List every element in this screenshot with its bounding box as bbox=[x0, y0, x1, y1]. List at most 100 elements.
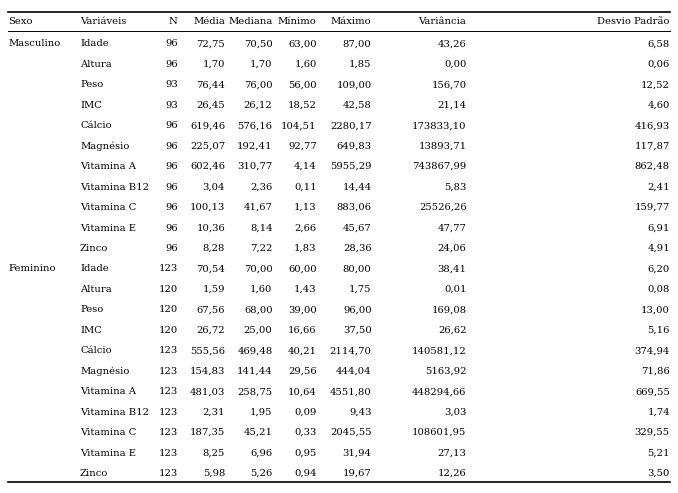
Text: 4551,80: 4551,80 bbox=[330, 387, 372, 396]
Text: 1,43: 1,43 bbox=[294, 285, 317, 294]
Text: 2114,70: 2114,70 bbox=[330, 346, 372, 355]
Text: 8,25: 8,25 bbox=[203, 449, 225, 458]
Text: 141,44: 141,44 bbox=[237, 367, 273, 376]
Text: Máximo: Máximo bbox=[331, 17, 372, 26]
Text: 258,75: 258,75 bbox=[237, 387, 273, 396]
Text: 108601,95: 108601,95 bbox=[412, 428, 466, 437]
Text: 862,48: 862,48 bbox=[635, 162, 670, 171]
Text: 416,93: 416,93 bbox=[635, 121, 670, 130]
Text: 92,77: 92,77 bbox=[288, 141, 317, 151]
Text: 123: 123 bbox=[159, 387, 178, 396]
Text: 12,26: 12,26 bbox=[438, 469, 466, 478]
Text: 67,56: 67,56 bbox=[197, 305, 225, 315]
Text: 120: 120 bbox=[159, 285, 178, 294]
Text: Mínimo: Mínimo bbox=[278, 17, 317, 26]
Text: 4,60: 4,60 bbox=[647, 101, 670, 110]
Text: 24,06: 24,06 bbox=[438, 244, 466, 253]
Text: Peso: Peso bbox=[80, 80, 103, 89]
Text: Altura: Altura bbox=[80, 285, 112, 294]
Text: 39,00: 39,00 bbox=[288, 305, 317, 315]
Text: 883,06: 883,06 bbox=[336, 203, 372, 212]
Text: 173833,10: 173833,10 bbox=[412, 121, 466, 130]
Text: 140581,12: 140581,12 bbox=[412, 346, 466, 355]
Text: 374,94: 374,94 bbox=[635, 346, 670, 355]
Text: 93: 93 bbox=[165, 101, 178, 110]
Text: 68,00: 68,00 bbox=[244, 305, 273, 315]
Text: 5,98: 5,98 bbox=[203, 469, 225, 478]
Text: 26,12: 26,12 bbox=[244, 101, 273, 110]
Text: 72,75: 72,75 bbox=[197, 39, 225, 48]
Text: 43,26: 43,26 bbox=[438, 39, 466, 48]
Text: 169,08: 169,08 bbox=[431, 305, 466, 315]
Text: 6,58: 6,58 bbox=[647, 39, 670, 48]
Text: 96: 96 bbox=[165, 244, 178, 253]
Text: 27,13: 27,13 bbox=[437, 449, 466, 458]
Text: 5,21: 5,21 bbox=[647, 449, 670, 458]
Text: 0,01: 0,01 bbox=[444, 285, 466, 294]
Text: 2,36: 2,36 bbox=[250, 182, 273, 192]
Text: 26,72: 26,72 bbox=[197, 326, 225, 335]
Text: 26,45: 26,45 bbox=[197, 101, 225, 110]
Text: 1,95: 1,95 bbox=[250, 408, 273, 417]
Text: 123: 123 bbox=[159, 264, 178, 274]
Text: 2,31: 2,31 bbox=[203, 408, 225, 417]
Text: 76,00: 76,00 bbox=[244, 80, 273, 89]
Text: 225,07: 225,07 bbox=[190, 141, 225, 151]
Text: 1,74: 1,74 bbox=[647, 408, 670, 417]
Text: 93: 93 bbox=[165, 80, 178, 89]
Text: 192,41: 192,41 bbox=[237, 141, 273, 151]
Text: Vitamina A: Vitamina A bbox=[80, 387, 136, 396]
Text: 743867,99: 743867,99 bbox=[412, 162, 466, 171]
Text: 3,50: 3,50 bbox=[647, 469, 670, 478]
Text: 96: 96 bbox=[165, 141, 178, 151]
Text: 117,87: 117,87 bbox=[635, 141, 670, 151]
Text: 1,83: 1,83 bbox=[294, 244, 317, 253]
Text: IMC: IMC bbox=[80, 101, 102, 110]
Text: 6,91: 6,91 bbox=[647, 223, 670, 233]
Text: 154,83: 154,83 bbox=[190, 367, 225, 376]
Text: 96,00: 96,00 bbox=[343, 305, 372, 315]
Text: Vitamina A: Vitamina A bbox=[80, 162, 136, 171]
Text: 2,41: 2,41 bbox=[647, 182, 670, 192]
Text: 555,56: 555,56 bbox=[190, 346, 225, 355]
Text: 109,00: 109,00 bbox=[336, 80, 372, 89]
Text: 71,86: 71,86 bbox=[641, 367, 670, 376]
Text: 8,28: 8,28 bbox=[203, 244, 225, 253]
Text: 1,75: 1,75 bbox=[349, 285, 372, 294]
Text: 96: 96 bbox=[165, 162, 178, 171]
Text: 56,00: 56,00 bbox=[288, 80, 317, 89]
Text: 96: 96 bbox=[165, 203, 178, 212]
Text: 448294,66: 448294,66 bbox=[412, 387, 466, 396]
Text: 3,04: 3,04 bbox=[203, 182, 225, 192]
Text: 47,77: 47,77 bbox=[437, 223, 466, 233]
Text: 87,00: 87,00 bbox=[343, 39, 372, 48]
Text: N: N bbox=[169, 17, 178, 26]
Text: 40,21: 40,21 bbox=[287, 346, 317, 355]
Text: Variância: Variância bbox=[418, 17, 466, 26]
Text: Vitamina B12: Vitamina B12 bbox=[80, 182, 149, 192]
Text: 2,66: 2,66 bbox=[294, 223, 317, 233]
Text: 104,51: 104,51 bbox=[281, 121, 317, 130]
Text: 0,95: 0,95 bbox=[294, 449, 317, 458]
Text: 8,14: 8,14 bbox=[250, 223, 273, 233]
Text: 45,67: 45,67 bbox=[343, 223, 372, 233]
Text: 6,20: 6,20 bbox=[647, 264, 670, 274]
Text: 7,22: 7,22 bbox=[250, 244, 273, 253]
Text: 60,00: 60,00 bbox=[288, 264, 317, 274]
Text: 6,96: 6,96 bbox=[250, 449, 273, 458]
Text: 25526,26: 25526,26 bbox=[419, 203, 466, 212]
Text: 159,77: 159,77 bbox=[635, 203, 670, 212]
Text: 5,26: 5,26 bbox=[250, 469, 273, 478]
Text: 2280,17: 2280,17 bbox=[330, 121, 372, 130]
Text: Magnésio: Magnésio bbox=[80, 141, 129, 151]
Text: 310,77: 310,77 bbox=[237, 162, 273, 171]
Text: 1,70: 1,70 bbox=[250, 60, 273, 69]
Text: 5,16: 5,16 bbox=[647, 326, 670, 335]
Text: 96: 96 bbox=[165, 223, 178, 233]
Text: Média: Média bbox=[193, 17, 225, 26]
Text: Vitamina C: Vitamina C bbox=[80, 203, 136, 212]
Text: 0,11: 0,11 bbox=[294, 182, 317, 192]
Text: 38,41: 38,41 bbox=[437, 264, 466, 274]
Text: 21,14: 21,14 bbox=[437, 101, 466, 110]
Text: 0,06: 0,06 bbox=[647, 60, 670, 69]
